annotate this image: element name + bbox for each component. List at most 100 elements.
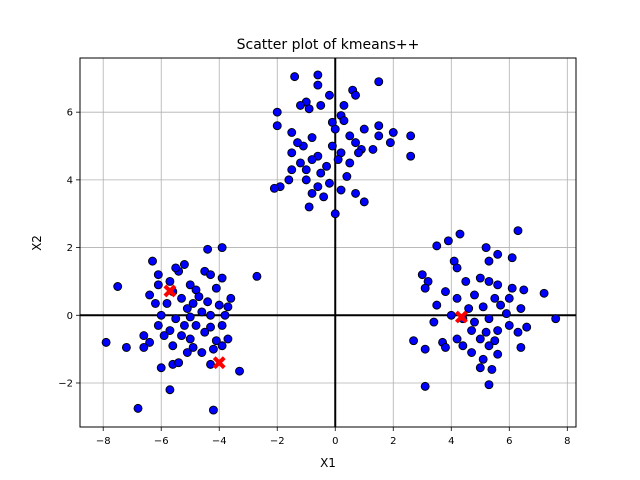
data-point xyxy=(496,300,506,310)
data-point xyxy=(351,138,361,148)
x-tick-label: 0 xyxy=(332,436,338,447)
data-point xyxy=(484,276,494,286)
data-point xyxy=(153,320,163,330)
data-point xyxy=(339,100,349,110)
data-point xyxy=(461,276,471,286)
x-tick-label: −6 xyxy=(154,436,169,447)
data-point xyxy=(478,354,488,364)
data-point xyxy=(330,124,340,134)
data-point xyxy=(359,197,369,207)
data-point xyxy=(148,256,157,266)
data-point xyxy=(490,336,500,346)
data-point xyxy=(206,359,215,369)
data-point xyxy=(325,90,334,100)
data-point xyxy=(203,244,213,254)
data-point xyxy=(452,263,462,273)
data-point xyxy=(226,293,236,303)
data-point xyxy=(185,280,195,290)
data-point xyxy=(139,331,149,341)
data-point xyxy=(455,229,465,239)
data-point xyxy=(420,344,430,354)
data-point xyxy=(513,327,523,337)
data-point xyxy=(481,243,491,253)
x-tick-label: −8 xyxy=(96,436,111,447)
data-point xyxy=(177,293,186,303)
data-point xyxy=(182,348,192,357)
data-point xyxy=(452,334,462,344)
data-point xyxy=(327,141,337,151)
data-point xyxy=(145,290,155,300)
data-point xyxy=(156,310,166,320)
data-point xyxy=(467,326,477,335)
data-point xyxy=(504,320,514,330)
data-point xyxy=(368,144,378,154)
data-point xyxy=(272,107,282,117)
data-point xyxy=(420,381,430,391)
data-point xyxy=(446,310,456,320)
data-point xyxy=(200,327,210,337)
data-point xyxy=(490,293,500,303)
data-point xyxy=(507,283,517,293)
data-point xyxy=(336,185,346,195)
data-point xyxy=(121,342,131,352)
data-point xyxy=(441,342,450,352)
data-point xyxy=(165,276,175,286)
data-point xyxy=(182,304,192,313)
data-point xyxy=(316,100,326,110)
data-point xyxy=(139,342,149,352)
data-point xyxy=(203,297,213,307)
y-tick-label: 2 xyxy=(67,243,73,254)
data-point xyxy=(211,283,221,293)
data-point xyxy=(519,285,529,295)
data-point xyxy=(339,116,349,126)
data-point xyxy=(174,358,184,368)
data-point xyxy=(470,317,479,327)
data-point xyxy=(211,336,221,346)
data-point xyxy=(208,344,218,354)
data-point xyxy=(191,320,201,330)
y-tick-label: −2 xyxy=(58,378,73,389)
data-point xyxy=(217,320,227,330)
data-point xyxy=(313,182,323,192)
data-point xyxy=(432,300,442,310)
data-point xyxy=(307,133,317,143)
data-point xyxy=(220,310,230,320)
x-tick-label: 8 xyxy=(564,436,570,447)
data-point xyxy=(235,366,244,376)
data-point xyxy=(406,131,416,141)
data-point xyxy=(171,314,181,324)
data-point xyxy=(493,280,503,290)
data-point xyxy=(217,341,227,351)
data-point xyxy=(513,226,523,236)
data-point xyxy=(452,293,462,303)
x-tick-label: 2 xyxy=(390,436,396,447)
centroid-marker xyxy=(163,284,177,298)
data-point xyxy=(325,178,334,188)
data-point xyxy=(197,348,207,357)
y-tick-label: 4 xyxy=(67,175,73,186)
data-point xyxy=(313,70,323,80)
data-point xyxy=(467,348,477,357)
data-point xyxy=(223,302,233,312)
data-point xyxy=(168,341,178,351)
data-point xyxy=(316,168,326,178)
data-point xyxy=(287,165,297,175)
data-point xyxy=(493,326,503,335)
data-point xyxy=(522,322,532,332)
data-point xyxy=(475,363,485,373)
data-point xyxy=(293,138,302,148)
data-point xyxy=(443,236,453,246)
data-point xyxy=(458,341,468,351)
data-point xyxy=(484,380,494,390)
data-point xyxy=(345,131,355,141)
data-point xyxy=(493,249,503,259)
data-point xyxy=(165,385,175,395)
data-point xyxy=(478,302,488,312)
data-point xyxy=(179,260,189,269)
data-point xyxy=(287,148,297,158)
data-point xyxy=(208,405,218,415)
data-point xyxy=(287,128,297,137)
data-point xyxy=(501,309,511,319)
data-point xyxy=(217,243,227,253)
